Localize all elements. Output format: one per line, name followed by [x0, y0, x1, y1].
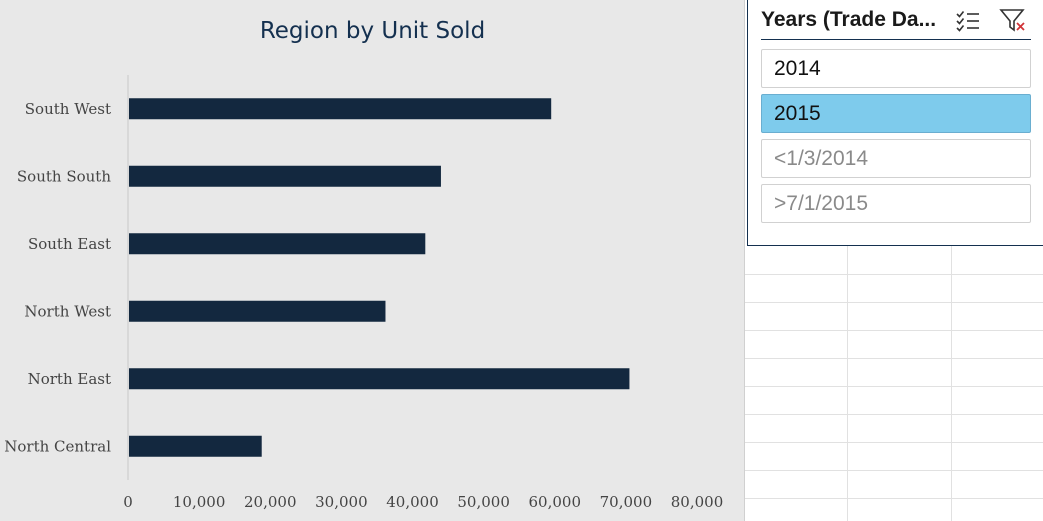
slicer-item-2015[interactable]: 2015: [761, 94, 1031, 133]
slicer-item-after-2015[interactable]: >7/1/2015: [761, 184, 1031, 223]
grid-col-line: [847, 246, 848, 521]
chart-plot: South West South South South East North Wes…: [4, 75, 724, 511]
grid-row-line: [745, 470, 1043, 471]
grid-row-line: [745, 302, 1043, 303]
x-tick-label: 10,000: [173, 493, 226, 511]
bar-south-east[interactable]: [129, 233, 426, 255]
grid-row-line: [745, 358, 1043, 359]
bar-north-east[interactable]: [129, 368, 630, 390]
category-label: South West: [25, 100, 111, 118]
grid-row-line: [745, 442, 1043, 443]
x-tick-label: 50,000: [457, 493, 510, 511]
bar-north-central[interactable]: [129, 435, 262, 457]
grid-row-line: [745, 330, 1043, 331]
bar-south-south[interactable]: [129, 165, 441, 187]
clear-filter-icon[interactable]: [998, 7, 1028, 35]
x-tick-label: 40,000: [386, 493, 439, 511]
x-tick-label: 60,000: [529, 493, 582, 511]
x-tick-label: 0: [123, 493, 133, 511]
x-tick-label: 20,000: [244, 493, 297, 511]
slicer-header-divider: [761, 39, 1031, 40]
category-label: South East: [28, 235, 111, 253]
x-tick-label: 70,000: [600, 493, 653, 511]
x-tick-label: 80,000: [671, 493, 724, 511]
x-tick-label: 30,000: [315, 493, 368, 511]
category-label: South South: [17, 167, 111, 185]
years-slicer[interactable]: Years (Trade Da... 2014 2015 <1/3/2014 >…: [747, 0, 1043, 246]
bar-chart[interactable]: Region by Unit Sold South West South Sout…: [0, 0, 745, 521]
category-label: North East: [28, 370, 111, 388]
grid-row-line: [745, 386, 1043, 387]
category-label: North West: [24, 302, 111, 320]
slicer-title: Years (Trade Da...: [761, 8, 937, 31]
bar-north-west[interactable]: [129, 300, 386, 322]
chart-title: Region by Unit Sold: [259, 18, 486, 44]
slicer-header: Years (Trade Da...: [761, 8, 1041, 38]
grid-row-line: [745, 414, 1043, 415]
slicer-item-2014[interactable]: 2014: [761, 49, 1031, 88]
grid-row-line: [745, 498, 1043, 499]
category-label: North Central: [4, 437, 111, 455]
bar-south-west[interactable]: [129, 98, 552, 120]
grid-row-line: [745, 274, 1043, 275]
slicer-item-before-2014[interactable]: <1/3/2014: [761, 139, 1031, 178]
grid-col-line: [951, 246, 952, 521]
multi-select-icon[interactable]: [953, 7, 983, 35]
